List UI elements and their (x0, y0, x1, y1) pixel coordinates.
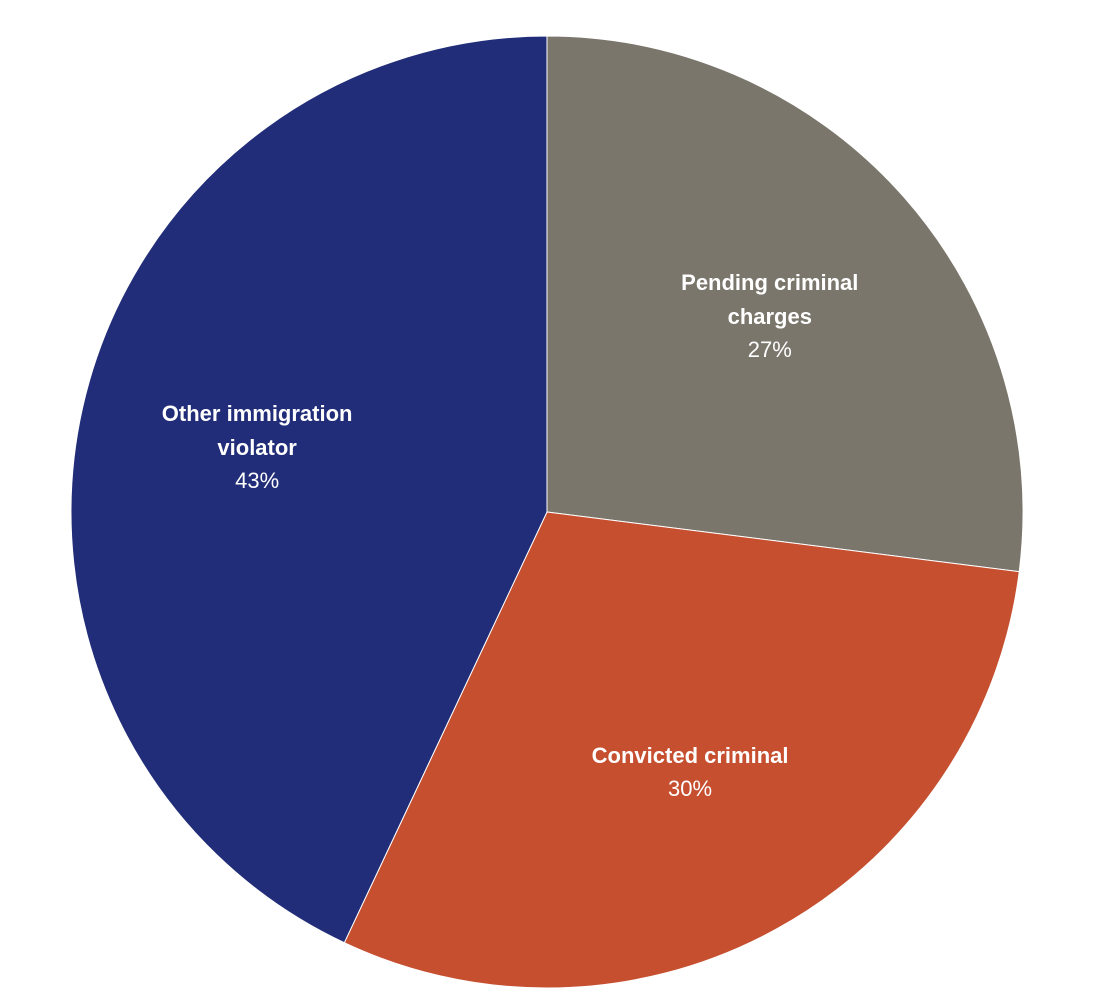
value-label: 27% (747, 336, 792, 362)
slice-label: Other immigration violator 43% (145, 397, 370, 497)
category-label: Convicted criminal (591, 743, 789, 769)
pie-slice (546, 35, 1024, 573)
slice-label: Convicted criminal 30% (560, 739, 820, 805)
category-label: Other immigration violator (161, 401, 353, 461)
value-label: 30% (668, 776, 713, 802)
value-label: 43% (235, 468, 280, 494)
slice-label: Pending criminal charges 27% (662, 266, 877, 366)
category-label: Pending criminal charges (681, 269, 859, 329)
pie-slice (70, 35, 548, 944)
pie-slice (343, 511, 1020, 989)
